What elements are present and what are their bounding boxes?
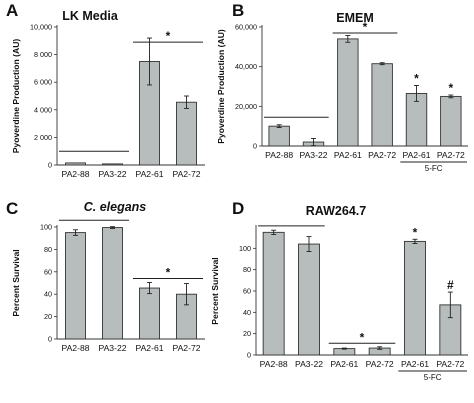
bar — [102, 163, 123, 166]
panel-title: EMEM — [336, 11, 374, 25]
bar — [371, 63, 393, 147]
group-label: 5-FC — [424, 373, 442, 382]
category-label: PA2-72 — [366, 359, 394, 369]
y-tick-label: 8 000 — [34, 50, 52, 59]
category-label: PA3-22 — [98, 169, 126, 179]
category-label: PA2-72 — [172, 343, 200, 353]
y-tick-label: 40 — [44, 290, 52, 299]
bar — [337, 38, 359, 147]
bar-annotation: * — [414, 72, 419, 86]
panel-c: C C. elegans Percent Survival 0 20 40 60 80 100 P… — [6, 199, 205, 353]
category-label: PA3-22 — [295, 359, 323, 369]
category-label: PA2-61 — [401, 359, 429, 369]
panel-title: RAW264.7 — [306, 204, 366, 218]
group-label: 5-FC — [425, 164, 443, 173]
y-tick-label: 0 — [48, 161, 52, 170]
y-tick-label: 60 — [243, 287, 251, 296]
y-tick-label: 0 — [48, 335, 52, 344]
category-label: PA2-88 — [260, 359, 288, 369]
panel-letter: A — [6, 1, 18, 20]
bar-annotation: # — [447, 278, 454, 292]
y-tick-label: 10,000 — [30, 23, 52, 32]
category-label: PA2-61 — [135, 169, 163, 179]
category-label: PA2-88 — [61, 343, 89, 353]
y-tick-label: 20 — [44, 312, 52, 321]
significance-marker: * — [166, 29, 171, 43]
y-tick-label: 60 — [44, 267, 52, 276]
category-label: PA2-61 — [135, 343, 163, 353]
panel-title: C. elegans — [84, 200, 147, 214]
significance-marker: * — [360, 330, 365, 344]
bar — [176, 101, 197, 166]
category-label: PA2-61 — [330, 359, 358, 369]
y-tick-label: 20 — [243, 329, 251, 338]
bar — [298, 243, 320, 356]
category-label: PA2-72 — [437, 150, 465, 160]
y-tick-label: 40,000 — [235, 62, 257, 71]
y-tick-label: 6 000 — [34, 78, 52, 87]
bar — [65, 162, 86, 166]
bar — [102, 227, 123, 340]
category-label: PA3-22 — [98, 343, 126, 353]
category-label: PA2-72 — [172, 169, 200, 179]
y-axis-label: Pyoverdine Production (AU) — [216, 29, 226, 144]
significance-marker: * — [363, 20, 368, 34]
panel-letter: D — [232, 199, 244, 218]
category-label: PA2-88 — [265, 150, 293, 160]
y-axis-label: Percent Survival — [210, 257, 220, 324]
panel-b: B EMEM Pyoverdine Production (AU) 0 20,000 40… — [216, 1, 468, 173]
category-label: PA2-72 — [436, 359, 464, 369]
panel-d: D RAW264.7 Percent Survival 0 20 40 60 80 100 PA2… — [210, 199, 468, 382]
bar-annotation: * — [448, 81, 453, 95]
y-tick-label: 80 — [44, 245, 52, 254]
panel-letter: B — [232, 1, 244, 20]
bar — [268, 125, 290, 147]
panel-title: LK Media — [62, 9, 119, 23]
y-tick-label: 40 — [243, 308, 251, 317]
panel-a: A LK Media Pyoverdine Production (AU) 0 2 00… — [6, 1, 205, 179]
y-tick-label: 0 — [253, 142, 257, 151]
y-axis-label: Pyoverdine Production (AU) — [11, 39, 21, 154]
bar — [139, 287, 160, 340]
y-tick-label: 100 — [40, 223, 52, 232]
y-tick-label: 0 — [247, 351, 251, 360]
y-tick-label: 20,000 — [235, 102, 257, 111]
y-tick-label: 2 000 — [34, 133, 52, 142]
y-tick-label: 60,000 — [235, 23, 257, 32]
category-label: PA2-61 — [334, 150, 362, 160]
category-label: PA2-72 — [368, 150, 396, 160]
significance-marker: * — [166, 266, 171, 280]
panel-letter: C — [6, 199, 18, 218]
category-label: PA3-22 — [299, 150, 327, 160]
bar — [440, 95, 462, 147]
bar — [262, 231, 285, 356]
category-label: PA2-88 — [61, 169, 89, 179]
y-tick-label: 100 — [239, 244, 251, 253]
bar — [65, 232, 86, 340]
bar-annotation: * — [413, 225, 418, 239]
y-tick-label: 80 — [243, 265, 251, 274]
bar — [404, 240, 426, 356]
category-label: PA2-61 — [402, 150, 430, 160]
y-axis-label: Percent Survival — [11, 249, 21, 316]
y-tick-label: 4 000 — [34, 105, 52, 114]
